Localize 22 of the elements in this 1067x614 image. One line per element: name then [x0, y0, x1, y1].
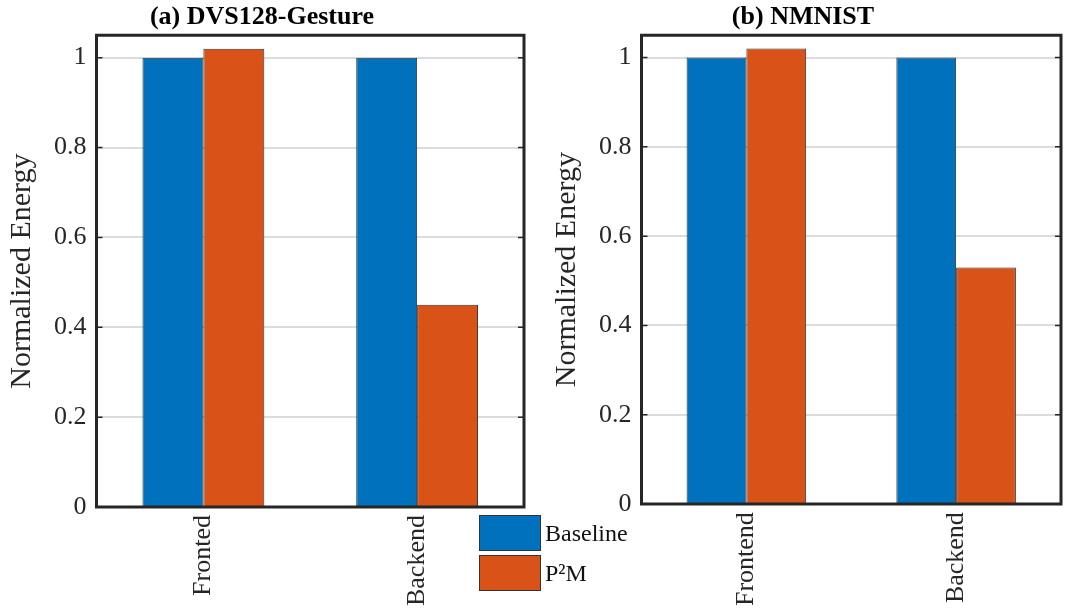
y-tick-label: 0.8 — [599, 130, 632, 160]
y-tick-label: 0.4 — [54, 311, 87, 341]
chart-title: (a) DVS128-Gesture — [149, 1, 375, 31]
y-tick-label: 1 — [618, 41, 632, 71]
y-tick-label: 1 — [73, 41, 87, 71]
y-tick-label: 0 — [618, 487, 632, 517]
legend-label: P²M — [545, 559, 587, 587]
y-tick-label: 0.2 — [599, 398, 632, 428]
y-tick-label: 0.2 — [54, 400, 87, 430]
chart-title: (b) NMNIST — [731, 1, 875, 31]
y-tick-label: 0.4 — [599, 309, 632, 339]
y-tick-label: 0.6 — [599, 219, 632, 249]
x-tick-label: Backend — [939, 512, 969, 604]
y-axis-title: Normalized Energy — [2, 153, 36, 389]
x-tick-label: Frontend — [730, 512, 760, 607]
y-axis-title: Normalized Energy — [547, 152, 581, 388]
y-tick-label: 0 — [73, 490, 87, 520]
x-tick-label: Fronted — [187, 515, 217, 596]
legend-label: Baseline — [545, 519, 628, 547]
y-tick-label: 0.6 — [54, 221, 87, 251]
x-tick-label: Backend — [400, 515, 430, 607]
y-tick-label: 0.8 — [54, 131, 87, 161]
